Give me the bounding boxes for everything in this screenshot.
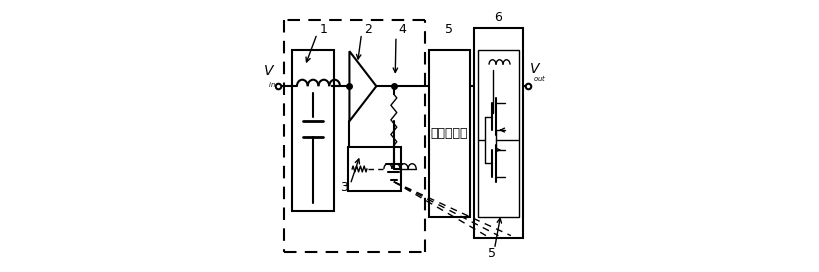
Text: 单端补偿级: 单端补偿级 [430,127,468,140]
Text: 5: 5 [488,247,495,259]
Bar [473,28,523,238]
Bar [477,50,518,217]
Text: 5: 5 [445,23,453,36]
Text: 1: 1 [319,23,328,36]
Bar [428,50,470,217]
Text: 4: 4 [397,23,405,36]
Text: $_{in}$: $_{in}$ [268,81,276,90]
Text: $V$: $V$ [528,62,541,76]
Text: $_{out}$: $_{out}$ [532,75,545,85]
Text: 2: 2 [364,23,372,36]
Bar [292,50,333,211]
Polygon shape [349,51,376,121]
Text: 3: 3 [339,181,347,194]
Text: 6: 6 [494,11,502,24]
Text: $V$: $V$ [262,64,274,78]
Bar [347,147,400,191]
